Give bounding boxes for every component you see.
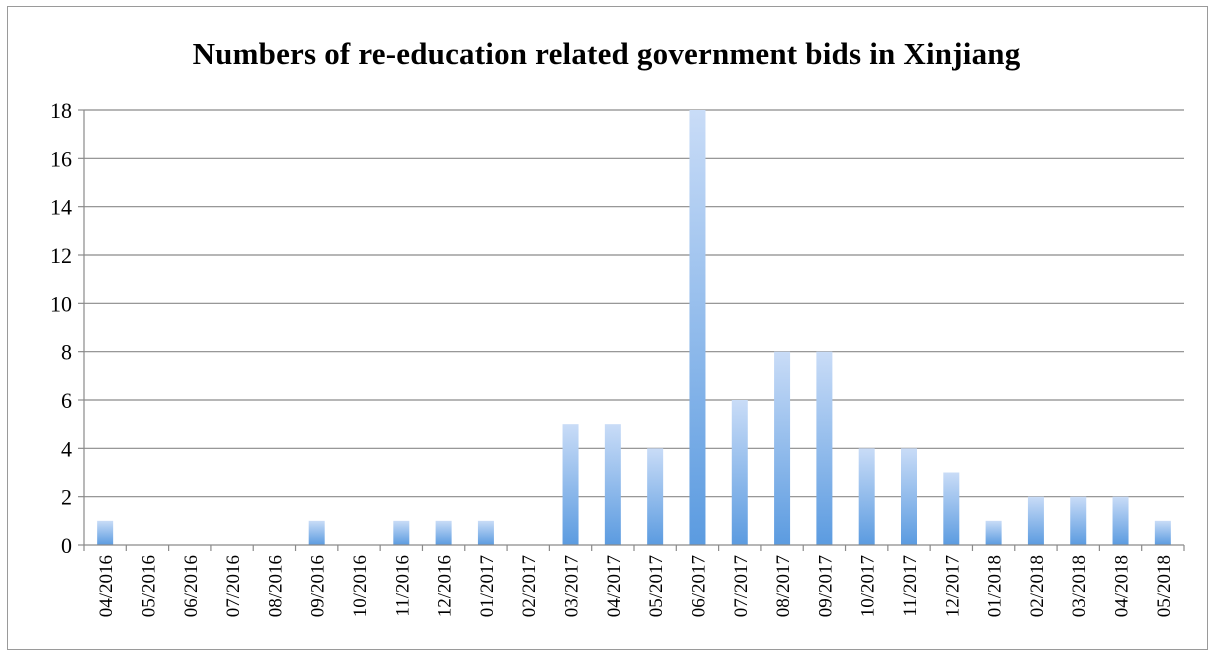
x-tick-label: 07/2016 (223, 555, 244, 617)
bar (308, 520, 325, 545)
bar (774, 351, 791, 545)
y-tick-label: 10 (50, 291, 72, 316)
x-tick-label: 11/2017 (900, 555, 921, 617)
bar (1154, 520, 1171, 545)
y-tick-label: 4 (61, 436, 72, 461)
bar (477, 520, 494, 545)
x-tick-label: 10/2016 (350, 555, 371, 617)
y-tick-label: 14 (50, 195, 72, 220)
bar (816, 351, 833, 545)
x-tick-label: 04/2018 (1112, 555, 1133, 617)
bar (435, 520, 452, 545)
x-tick-label: 01/2018 (985, 555, 1006, 617)
x-axis-ticks: 04/2016 05/2016 06/2016 07/2016 08/2016 09/20… (83, 545, 1185, 617)
axes (83, 110, 1184, 546)
x-tick-label: 09/2017 (815, 555, 836, 617)
x-tick-label: 06/2017 (688, 555, 709, 617)
bar (562, 424, 579, 545)
bar (689, 110, 706, 545)
x-tick-label: 08/2017 (773, 555, 794, 617)
x-tick-label: 05/2018 (1154, 555, 1175, 617)
bar (731, 400, 748, 545)
bar (97, 520, 114, 545)
bar (647, 448, 664, 545)
x-tick-label: 12/2017 (942, 555, 963, 617)
y-tick-label: 16 (50, 146, 72, 171)
x-tick-label: 12/2016 (435, 555, 456, 617)
x-tick-label: 06/2016 (181, 555, 202, 617)
gridlines (84, 109, 1184, 498)
bar (1027, 496, 1044, 545)
x-tick-label: 03/2018 (1069, 555, 1090, 617)
y-tick-label: 18 (50, 98, 72, 123)
y-tick-label: 0 (61, 533, 72, 558)
x-tick-label: 09/2016 (308, 555, 329, 617)
bar (1070, 496, 1087, 545)
x-tick-label: 10/2017 (858, 555, 879, 617)
x-tick-label: 03/2017 (562, 555, 583, 617)
bar (943, 472, 960, 545)
bar (604, 424, 621, 545)
bar (901, 448, 917, 545)
y-axis-ticks: 0 2 4 6 8 10 12 14 16 18 (50, 98, 84, 558)
bar (858, 448, 875, 545)
x-tick-label: 07/2017 (731, 555, 752, 617)
x-tick-label: 11/2016 (392, 555, 413, 617)
x-tick-label: 01/2017 (477, 555, 498, 617)
x-tick-label: 05/2016 (138, 555, 159, 617)
x-tick-label: 02/2017 (519, 555, 540, 617)
x-tick-label: 04/2017 (604, 555, 625, 617)
y-tick-label: 6 (61, 388, 72, 413)
x-tick-label: 02/2018 (1027, 555, 1048, 617)
bars (97, 110, 1171, 545)
x-tick-label: 08/2016 (265, 555, 286, 617)
bar (1112, 496, 1129, 545)
bar (393, 520, 410, 545)
y-tick-label: 12 (50, 243, 72, 268)
chart-title: Numbers of re-education related governme… (192, 36, 1021, 71)
x-tick-label: 05/2017 (646, 555, 667, 617)
y-tick-label: 8 (61, 340, 72, 365)
y-tick-label: 2 (61, 485, 72, 510)
x-tick-label: 04/2016 (96, 555, 117, 617)
bar (985, 520, 1002, 545)
